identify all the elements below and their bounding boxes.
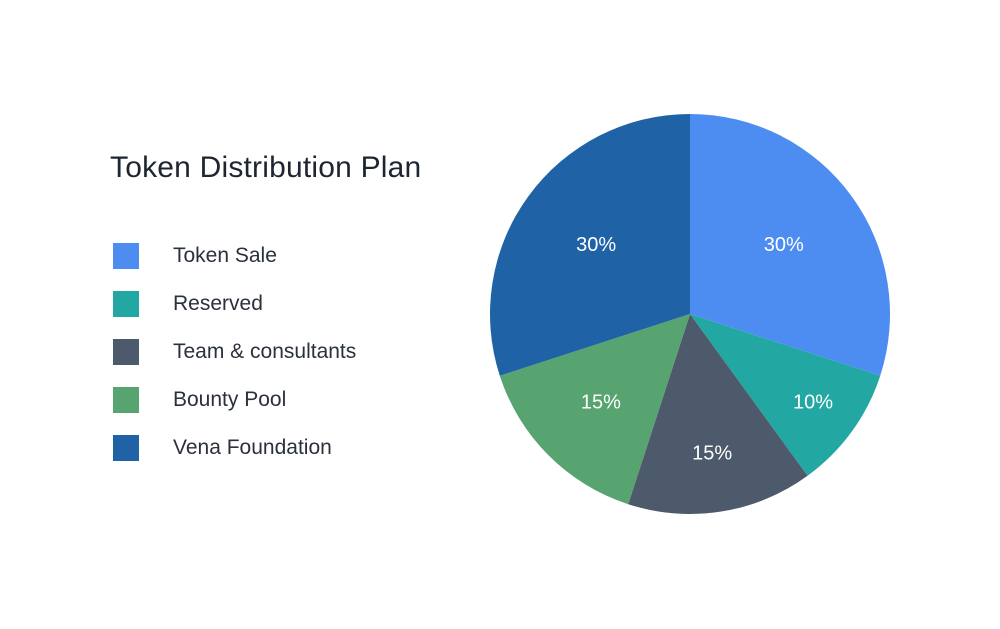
pie-slice-bounty-pool: [499, 314, 690, 505]
chart-title: Token Distribution Plan: [110, 151, 422, 184]
legend-item-token-sale: Token Sale: [113, 243, 356, 269]
pie-chart: 30% 10% 15% 15% 30%: [488, 112, 892, 516]
slice-label-vena-foundation: 30%: [576, 234, 616, 256]
slice-label-reserved: 10%: [793, 392, 833, 414]
legend-swatch: [113, 387, 139, 413]
pie-slice-vena-foundation: [490, 114, 690, 376]
pie-slice-team-consultants: [628, 314, 808, 514]
legend-label: Team & consultants: [173, 340, 357, 363]
legend-swatch: [113, 339, 139, 365]
legend-label: Reserved: [173, 292, 263, 315]
legend-swatch: [113, 435, 139, 461]
pie-slice-reserved: [690, 314, 881, 476]
slice-label-token-sale: 30%: [764, 234, 804, 256]
legend-swatch: [113, 243, 139, 269]
legend-item-team-consultants: Team & consultants: [113, 339, 356, 365]
legend-label: Vena Foundation: [173, 436, 332, 459]
legend-item-vena-foundation: Vena Foundation: [113, 435, 356, 461]
legend-label: Bounty Pool: [173, 388, 287, 411]
legend-label: Token Sale: [173, 244, 277, 267]
slice-label-team-consultants: 15%: [692, 443, 732, 465]
legend-item-reserved: Reserved: [113, 291, 356, 317]
pie-slice-token-sale: [690, 114, 890, 376]
legend: Token Sale Reserved Team & consultants Boun…: [113, 243, 356, 461]
legend-swatch: [113, 291, 139, 317]
legend-item-bounty-pool: Bounty Pool: [113, 387, 356, 413]
pie-svg: 30% 10% 15% 15% 30%: [490, 114, 890, 514]
slice-label-bounty-pool: 15%: [581, 391, 621, 413]
